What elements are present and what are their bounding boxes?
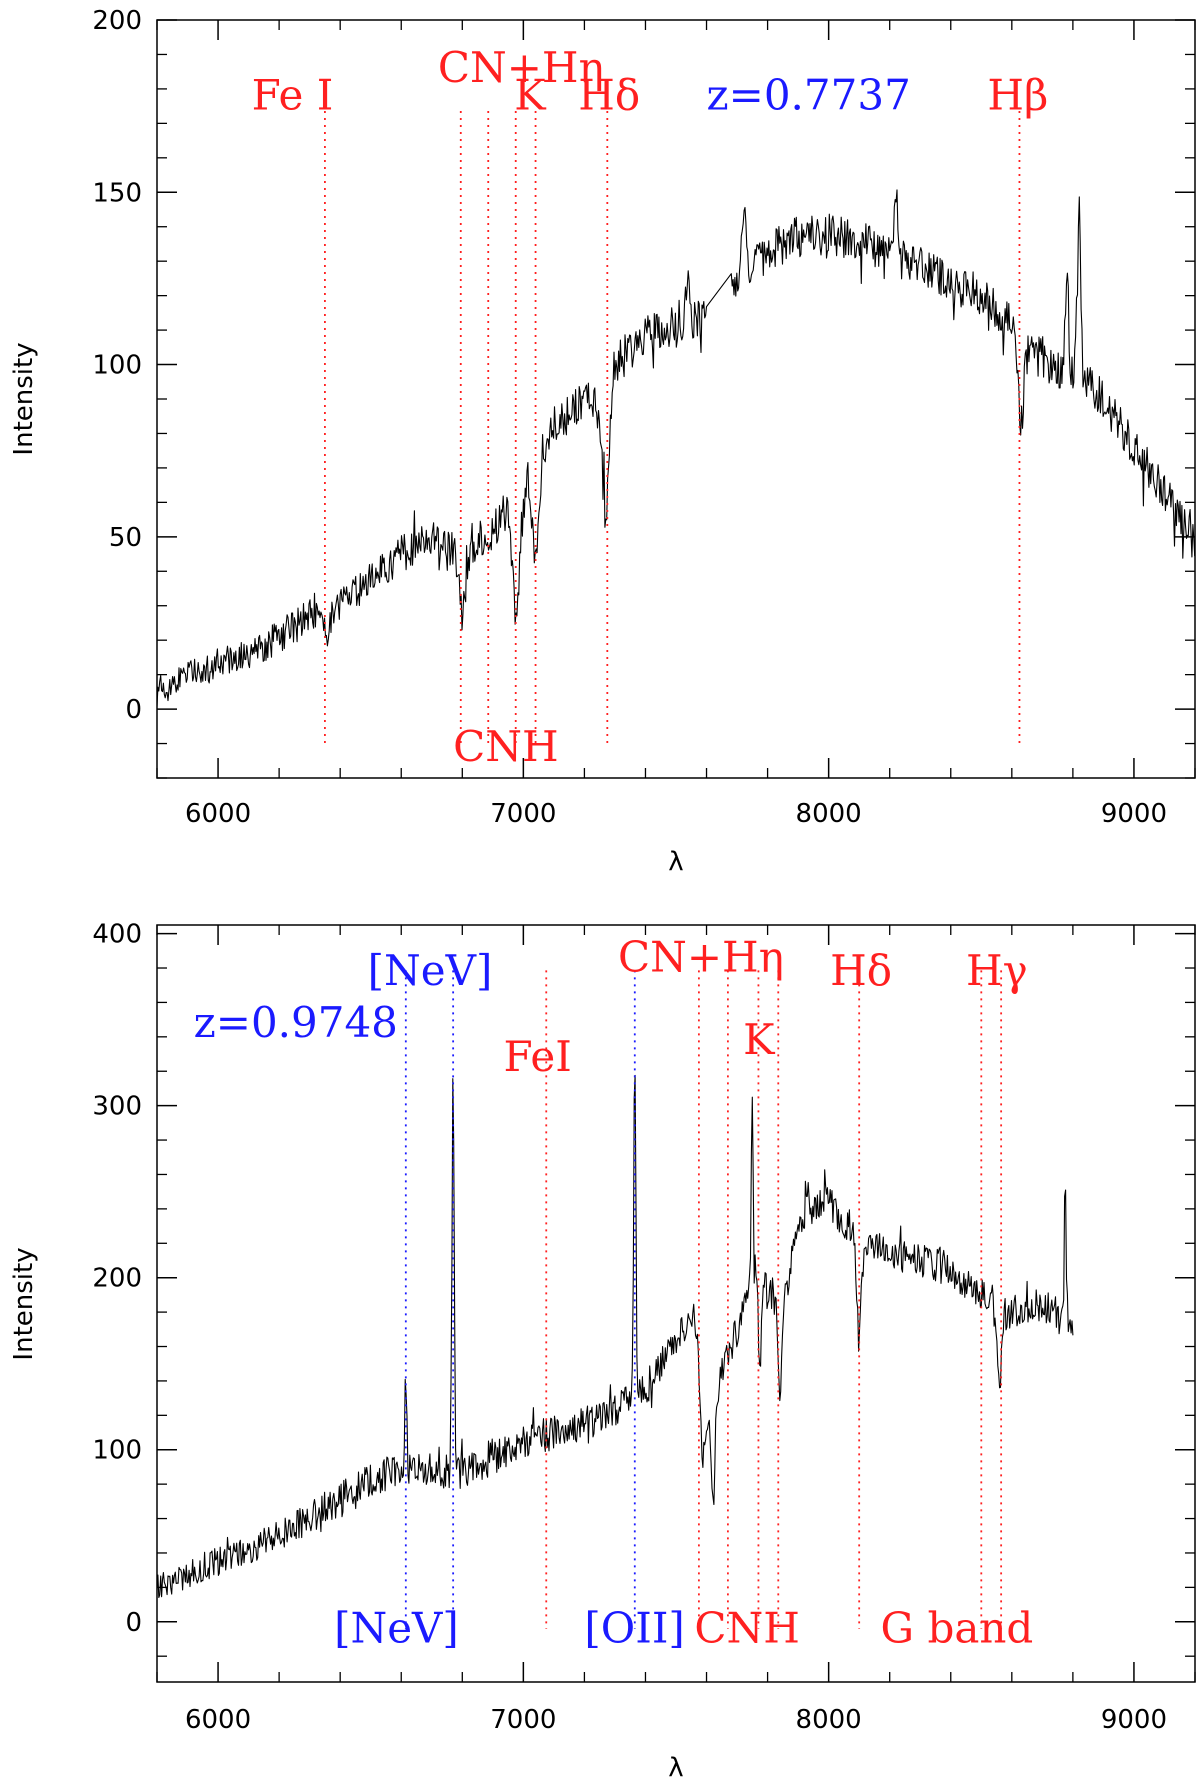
x-tick-label: 6000	[185, 1705, 251, 1735]
bottom-spectrum-panel: 6000 7000 8000 90000100200300400z=0.9748[Ne…	[9, 920, 1196, 1781]
x-tick-label: 6000	[185, 799, 251, 829]
emission-line-label: [OII]	[584, 1603, 684, 1652]
absorption-line-label: Fe I	[252, 71, 334, 120]
top-spectrum-panel: 6000 7000 8000 9000 0 50 100 150 200 Fe I CN+HηK Hδ…	[9, 6, 1196, 877]
absorption-line-label: Hδ	[578, 71, 640, 120]
absorption-line-label: Hβ	[987, 71, 1048, 120]
y-tick-label: 100	[92, 351, 142, 381]
absorption-line-label: K	[743, 1015, 776, 1064]
absorption-line-label: Hγ	[966, 946, 1028, 995]
top-plot-frame	[156, 19, 1196, 779]
emission-line-label: [NeV]	[368, 946, 493, 995]
absorption-line-label: G band	[881, 1603, 1034, 1652]
y-tick-label: 0	[125, 695, 142, 725]
absorption-line-label: CN+Hη	[618, 932, 784, 981]
y-tick-label: 200	[92, 1264, 142, 1294]
bottom-y-axis-label: Intensity	[9, 1247, 39, 1360]
y-tick-label: 200	[92, 6, 142, 36]
x-tick-label: 9000	[1101, 799, 1167, 829]
spectrum-line	[157, 1074, 1074, 1599]
top-y-axis-label: Intensity	[9, 342, 39, 455]
x-tick-label: 7000	[490, 799, 556, 829]
x-tick-label: 9000	[1101, 1705, 1167, 1735]
absorption-line-label: CN+Hη	[438, 43, 604, 92]
absorption-line-label: CNH	[694, 1603, 800, 1652]
absorption-line-label: Hδ	[830, 946, 892, 995]
top-x-axis-label: λ	[668, 847, 683, 877]
y-tick-label: 0	[125, 1608, 142, 1638]
y-tick-label: 100	[92, 1436, 142, 1466]
absorption-line-label: CNH	[453, 722, 559, 771]
y-tick-label: 300	[92, 1092, 142, 1122]
y-tick-label: 50	[109, 523, 142, 553]
spectrum-line	[157, 189, 1195, 707]
absorption-line-label: K	[514, 71, 547, 120]
x-tick-label: 8000	[796, 1705, 862, 1735]
y-tick-label: 150	[92, 178, 142, 208]
y-tick-label: 400	[92, 920, 142, 950]
emission-line-label: [NeV]	[334, 1603, 459, 1652]
emission-line-label: z=0.7737	[707, 71, 911, 120]
x-tick-label: 7000	[490, 1705, 556, 1735]
bottom-x-axis-label: λ	[668, 1753, 683, 1781]
x-tick-label: 8000	[796, 799, 862, 829]
bottom-plot-frame	[156, 924, 1196, 1683]
absorption-line-label: FeI	[504, 1032, 572, 1081]
emission-line-label: z=0.9748	[194, 998, 398, 1047]
